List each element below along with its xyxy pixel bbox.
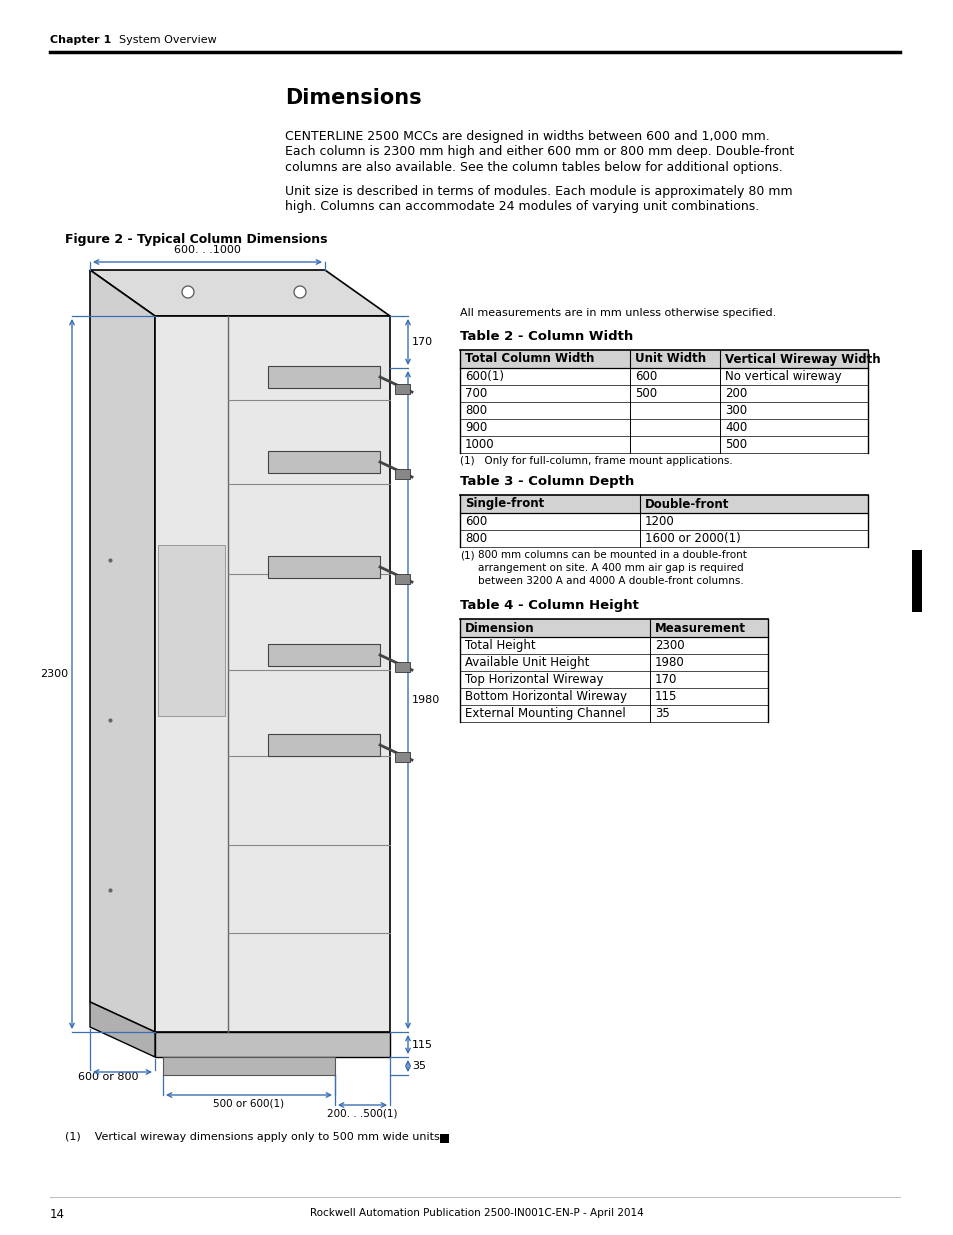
Text: 400: 400: [724, 421, 746, 433]
Bar: [395, 384, 410, 394]
Text: 35: 35: [655, 706, 669, 720]
Text: 200. . .500(1): 200. . .500(1): [327, 1108, 397, 1118]
Text: All measurements are in mm unless otherwise specified.: All measurements are in mm unless otherw…: [459, 308, 776, 317]
Bar: [268, 556, 379, 578]
Text: (1): (1): [459, 550, 475, 559]
Text: 500: 500: [635, 387, 657, 400]
Polygon shape: [90, 270, 390, 316]
Bar: [268, 366, 379, 388]
Bar: [459, 619, 767, 637]
Text: 800: 800: [464, 404, 487, 417]
Text: 115: 115: [655, 690, 677, 703]
Text: 500 or 600(1): 500 or 600(1): [213, 1098, 284, 1108]
Text: 1200: 1200: [644, 515, 674, 529]
Circle shape: [182, 287, 193, 298]
Text: 1980: 1980: [412, 695, 439, 705]
Text: 35: 35: [412, 1061, 426, 1071]
Text: Vertical Wireway Width: Vertical Wireway Width: [724, 352, 880, 366]
Text: 115: 115: [412, 1040, 433, 1050]
Text: (1)   Only for full-column, frame mount applications.: (1) Only for full-column, frame mount ap…: [459, 456, 732, 466]
Text: Table 2 - Column Width: Table 2 - Column Width: [459, 330, 633, 343]
Text: columns are also available. See the column tables below for additional options.: columns are also available. See the colu…: [285, 161, 781, 174]
Text: 600. . .1000: 600. . .1000: [173, 245, 241, 254]
Text: 2300: 2300: [40, 669, 68, 679]
Bar: [395, 752, 410, 762]
Text: No vertical wireway: No vertical wireway: [724, 370, 841, 383]
Text: Bottom Horizontal Wireway: Bottom Horizontal Wireway: [464, 690, 626, 703]
Text: Total Column Width: Total Column Width: [464, 352, 594, 366]
Text: 700: 700: [464, 387, 487, 400]
Text: 600: 600: [464, 515, 487, 529]
Text: Dimension: Dimension: [464, 621, 534, 635]
Text: 800: 800: [464, 532, 487, 545]
Circle shape: [294, 287, 306, 298]
Bar: [268, 451, 379, 473]
Text: (1)    Vertical wireway dimensions apply only to 500 mm wide units.: (1) Vertical wireway dimensions apply on…: [65, 1132, 443, 1142]
Text: 600 or 800: 600 or 800: [78, 1072, 138, 1082]
Text: 600(1): 600(1): [464, 370, 503, 383]
Text: between 3200 A and 4000 A double-front columns.: between 3200 A and 4000 A double-front c…: [477, 576, 743, 585]
Bar: [158, 545, 225, 716]
Text: Available Unit Height: Available Unit Height: [464, 656, 589, 669]
Text: Single-front: Single-front: [464, 498, 543, 510]
Text: 170: 170: [655, 673, 677, 685]
Text: Top Horizontal Wireway: Top Horizontal Wireway: [464, 673, 603, 685]
Bar: [268, 643, 379, 666]
Text: 900: 900: [464, 421, 487, 433]
Text: Rockwell Automation Publication 2500-IN001C-EN-P - April 2014: Rockwell Automation Publication 2500-IN0…: [310, 1208, 643, 1218]
Text: 500: 500: [724, 438, 746, 451]
Text: 1980: 1980: [655, 656, 684, 669]
Text: 1000: 1000: [464, 438, 494, 451]
Text: 600: 600: [635, 370, 657, 383]
Text: arrangement on site. A 400 mm air gap is required: arrangement on site. A 400 mm air gap is…: [477, 563, 742, 573]
Text: Table 4 - Column Height: Table 4 - Column Height: [459, 599, 639, 613]
Bar: [911, 550, 921, 613]
Text: 2300: 2300: [655, 638, 684, 652]
Text: Double-front: Double-front: [644, 498, 729, 510]
Bar: [395, 662, 410, 672]
Text: 200: 200: [724, 387, 746, 400]
Bar: [439, 1134, 449, 1144]
Text: CENTERLINE 2500 MCCs are designed in widths between 600 and 1,000 mm.: CENTERLINE 2500 MCCs are designed in wid…: [285, 130, 769, 143]
Text: Each column is 2300 mm high and either 600 mm or 800 mm deep. Double-front: Each column is 2300 mm high and either 6…: [285, 146, 794, 158]
Text: Total Height: Total Height: [464, 638, 535, 652]
Text: Dimensions: Dimensions: [285, 88, 421, 107]
Text: high. Columns can accommodate 24 modules of varying unit combinations.: high. Columns can accommodate 24 modules…: [285, 200, 759, 212]
Bar: [395, 574, 410, 584]
Polygon shape: [90, 270, 154, 1032]
Text: Table 3 - Column Depth: Table 3 - Column Depth: [459, 475, 634, 488]
Bar: [268, 734, 379, 756]
Text: 300: 300: [724, 404, 746, 417]
Text: Chapter 1: Chapter 1: [50, 35, 112, 44]
Polygon shape: [90, 1002, 154, 1057]
Text: 14: 14: [50, 1208, 65, 1221]
Bar: [459, 495, 867, 513]
Text: System Overview: System Overview: [105, 35, 216, 44]
Bar: [395, 469, 410, 479]
Text: 1600 or 2000(1): 1600 or 2000(1): [644, 532, 740, 545]
Text: Figure 2 - Typical Column Dimensions: Figure 2 - Typical Column Dimensions: [65, 233, 327, 246]
Text: 170: 170: [412, 337, 433, 347]
Polygon shape: [154, 316, 390, 1032]
Text: Unit Width: Unit Width: [635, 352, 705, 366]
Bar: [459, 350, 867, 368]
Polygon shape: [154, 1032, 390, 1057]
Text: 800 mm columns can be mounted in a double-front: 800 mm columns can be mounted in a doubl…: [477, 550, 746, 559]
Text: Measurement: Measurement: [655, 621, 745, 635]
Text: Unit size is described in terms of modules. Each module is approximately 80 mm: Unit size is described in terms of modul…: [285, 184, 792, 198]
Text: External Mounting Channel: External Mounting Channel: [464, 706, 625, 720]
Bar: [163, 1057, 335, 1074]
